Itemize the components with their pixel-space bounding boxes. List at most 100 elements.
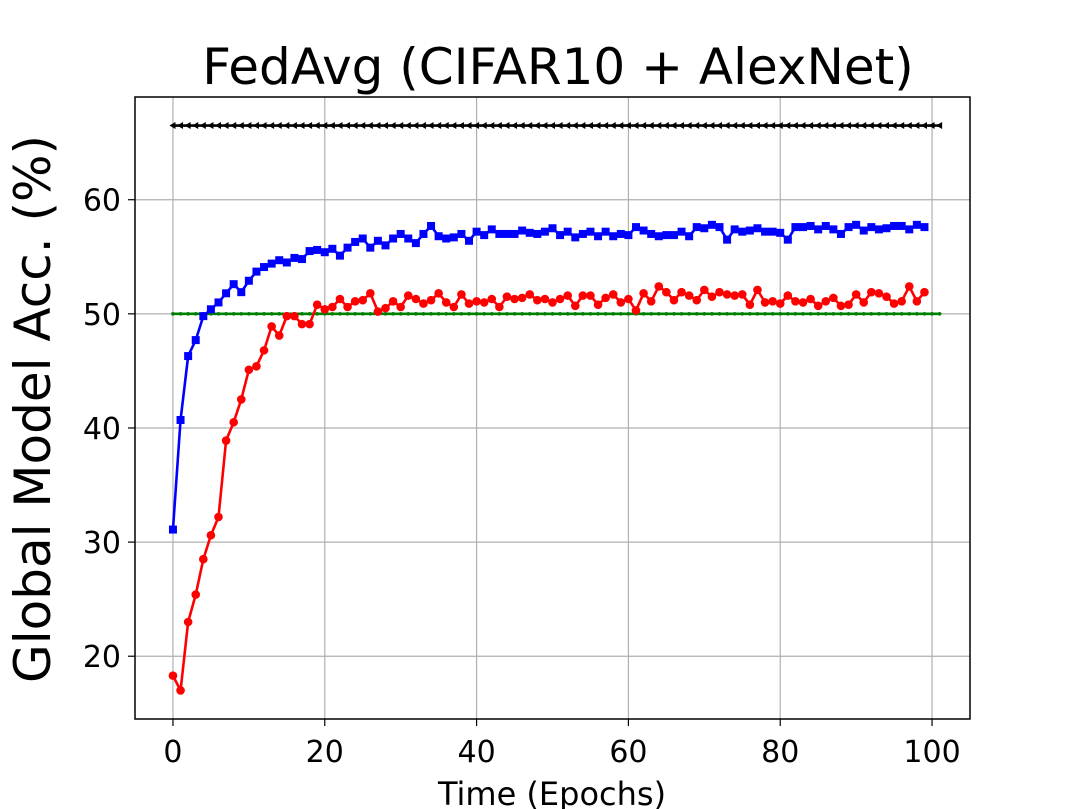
data-point xyxy=(647,229,656,238)
data-point xyxy=(715,223,724,232)
data-point xyxy=(283,122,290,130)
data-point xyxy=(890,221,899,230)
y-tick-label: 30 xyxy=(83,526,121,561)
data-point xyxy=(338,312,342,316)
data-point xyxy=(632,122,639,130)
data-point xyxy=(684,291,694,300)
data-point xyxy=(381,303,390,313)
data-point xyxy=(646,296,656,306)
data-point xyxy=(176,686,185,695)
data-point xyxy=(550,312,555,316)
data-point xyxy=(488,122,495,130)
data-point xyxy=(738,122,745,130)
data-point xyxy=(801,312,805,316)
data-point xyxy=(222,289,231,298)
data-point xyxy=(877,312,881,316)
data-point xyxy=(403,291,413,300)
data-point xyxy=(821,221,830,230)
data-point xyxy=(221,436,231,445)
data-point xyxy=(898,122,905,130)
data-point xyxy=(502,229,511,238)
data-point xyxy=(640,122,647,130)
data-point xyxy=(654,282,664,291)
data-point xyxy=(836,229,845,238)
data-point xyxy=(503,122,510,130)
data-point xyxy=(669,295,679,305)
data-point xyxy=(936,122,943,130)
data-point xyxy=(495,229,504,238)
data-point xyxy=(564,122,571,130)
data-point xyxy=(412,122,419,130)
data-point xyxy=(252,122,259,130)
data-point xyxy=(899,312,904,316)
data-point xyxy=(526,122,533,130)
data-point xyxy=(480,122,487,130)
data-point xyxy=(596,312,600,316)
data-point xyxy=(373,236,382,245)
data-point xyxy=(427,122,434,130)
data-point xyxy=(389,234,398,243)
data-point xyxy=(662,287,671,297)
data-point xyxy=(884,312,889,316)
x-tick-label: 100 xyxy=(903,735,960,770)
chart-title: FedAvg (CIFAR10 + AlexNet) xyxy=(202,38,913,96)
data-point xyxy=(778,312,783,316)
data-point xyxy=(897,296,906,306)
data-point xyxy=(397,122,404,130)
data-point xyxy=(237,288,246,297)
series-1 xyxy=(171,312,942,316)
data-point xyxy=(472,296,481,306)
y-axis-label: Global Model Acc. (%) xyxy=(4,135,62,683)
data-point xyxy=(937,312,942,316)
data-point xyxy=(806,221,815,230)
data-point xyxy=(753,122,760,130)
data-point xyxy=(450,122,457,130)
data-point xyxy=(518,122,525,130)
data-point xyxy=(259,346,269,355)
data-point xyxy=(829,293,838,303)
data-point xyxy=(852,220,861,229)
data-point xyxy=(745,300,755,310)
data-point xyxy=(245,122,252,130)
data-point xyxy=(776,228,785,237)
data-point xyxy=(930,312,934,316)
data-point xyxy=(429,312,433,316)
data-point xyxy=(578,229,587,238)
data-point xyxy=(495,122,502,130)
data-point xyxy=(852,122,859,130)
data-point xyxy=(609,122,616,130)
data-point xyxy=(359,122,366,130)
data-point xyxy=(616,298,626,307)
data-point xyxy=(822,122,829,130)
data-point xyxy=(761,122,768,130)
data-point xyxy=(624,294,633,304)
x-tick-label: 40 xyxy=(457,735,495,770)
data-point xyxy=(746,122,753,130)
data-point xyxy=(798,298,808,307)
data-point xyxy=(602,122,609,130)
data-point xyxy=(389,122,396,130)
data-point xyxy=(313,122,320,130)
data-point xyxy=(907,312,912,316)
data-point xyxy=(404,234,413,243)
data-point xyxy=(617,122,624,130)
x-tick-label: 20 xyxy=(306,735,344,770)
data-point xyxy=(510,294,519,304)
data-point xyxy=(677,227,686,236)
data-point xyxy=(237,122,244,130)
data-point xyxy=(603,312,608,316)
data-point xyxy=(262,312,266,316)
x-tick-label: 60 xyxy=(609,735,647,770)
data-point xyxy=(707,220,716,229)
data-point xyxy=(230,122,237,130)
data-point xyxy=(904,282,914,291)
data-point xyxy=(768,227,777,236)
data-point xyxy=(693,122,700,130)
data-point xyxy=(351,237,360,246)
data-point xyxy=(890,122,897,130)
data-point xyxy=(761,227,770,236)
data-point xyxy=(374,122,381,130)
data-point xyxy=(565,312,570,316)
data-point xyxy=(244,365,254,375)
data-point xyxy=(383,312,388,316)
